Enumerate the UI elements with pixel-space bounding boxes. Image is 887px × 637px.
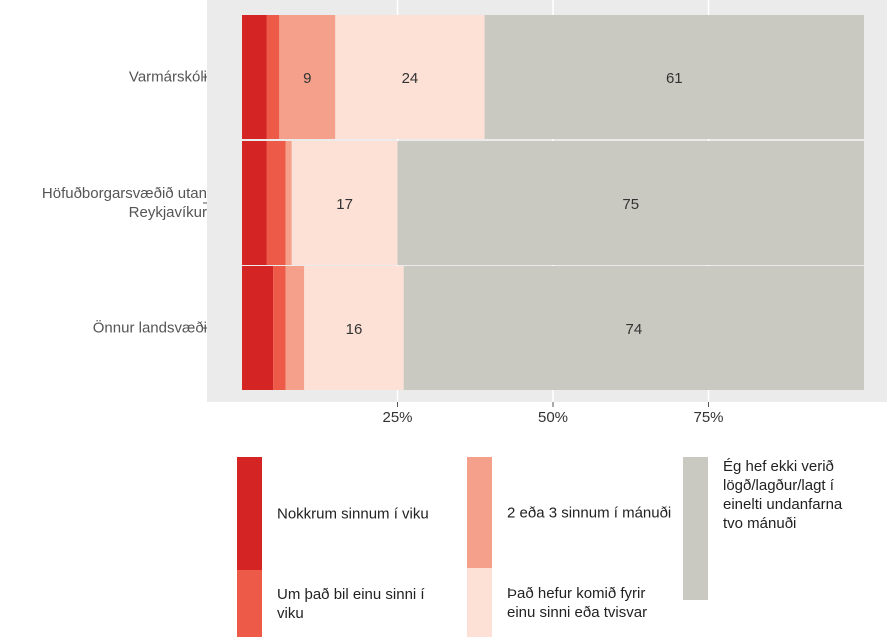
legend-label: Það hefur komið fyrir einu sinni eða tvi… [507,584,648,621]
legend-label: Um það bil einu sinni í viku [277,585,425,622]
y-tick-label: Varmárskóli [128,68,207,86]
bar-segment [266,141,286,265]
data-label: 61 [666,70,683,87]
bar-segment [403,266,864,390]
data-label: 9 [303,70,311,87]
legend-label: Nokkrum sinnum í viku [277,505,429,522]
data-label: 75 [622,196,639,213]
legend-swatch [683,457,708,600]
legend-label: Ég hef ekki verið lögð/lagður/lagt í ein… [723,458,843,532]
bar-segment [285,266,305,390]
data-label: 16 [346,321,363,338]
legend-swatch [237,457,262,570]
bar-segment [242,141,267,265]
data-label: 24 [402,70,419,87]
data-label: 17 [336,196,353,213]
legend-swatch [237,570,262,637]
legend-swatch [467,457,492,568]
bar-segment [484,15,864,139]
y-tick-label: Önnur landsvæði [92,319,207,337]
bar-segment [279,15,336,139]
bar-segment [285,141,292,265]
bar-segment [273,266,286,390]
y-tick-label: Höfuðborgarsvæðið utan Reykjavíkur [41,185,207,221]
bar-segment [242,266,274,390]
bar-segment [304,266,404,390]
x-tick-label: 50% [538,409,568,426]
x-tick-label: 25% [382,409,412,426]
x-tick-label: 75% [693,409,723,426]
legend-label: 2 eða 3 sinnum í mánuði [507,504,672,521]
bar-segment [266,15,280,139]
bar-segment [335,15,485,139]
legend-swatch [467,568,492,637]
data-label: 74 [626,321,643,338]
bar-segment [397,141,864,265]
bar-segment [242,15,267,139]
bar-segment [291,141,398,265]
